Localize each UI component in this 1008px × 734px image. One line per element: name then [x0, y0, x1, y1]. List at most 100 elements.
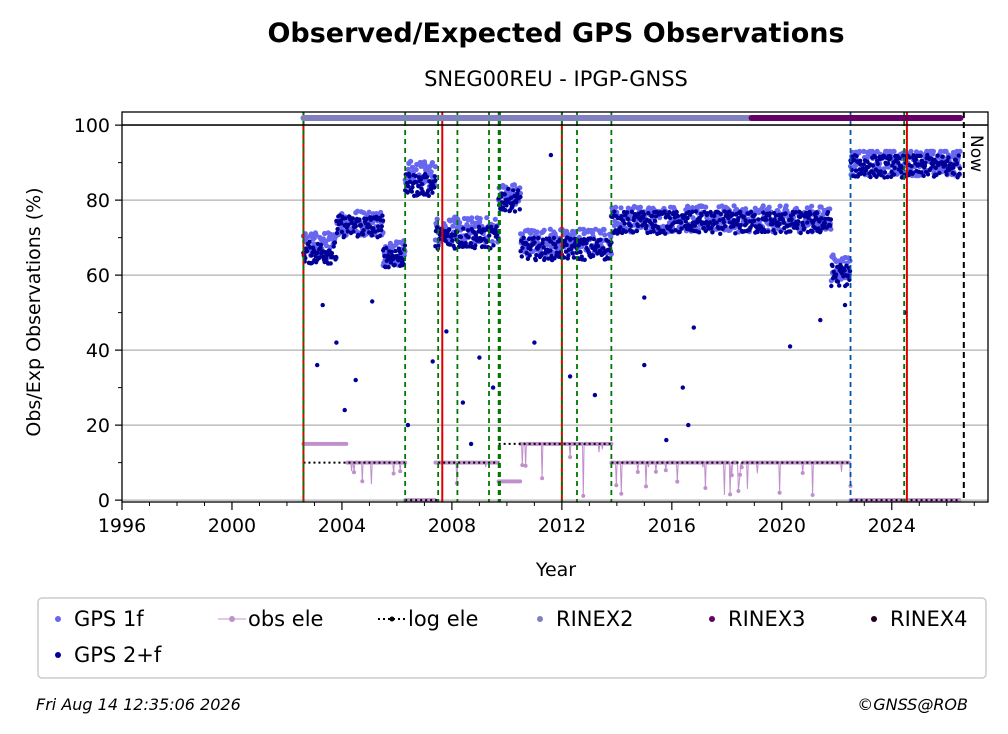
gps-point [489, 239, 495, 245]
gps-point [879, 173, 884, 178]
gps-point [539, 251, 544, 256]
gps-point [566, 253, 571, 258]
gps-point [389, 249, 394, 255]
gps-point [450, 238, 455, 243]
gps-point [808, 212, 813, 217]
gps-point [476, 224, 482, 229]
gps-point [696, 230, 702, 235]
gps-point [511, 182, 517, 188]
gps-point [473, 232, 479, 238]
gps-point [806, 215, 811, 221]
gps-point [591, 253, 596, 259]
gps-point [396, 258, 401, 263]
legend-label: RINEX3 [728, 607, 806, 631]
gps-point [346, 222, 351, 228]
gps-point [324, 253, 329, 259]
gps-point [772, 217, 777, 222]
gps-point [628, 223, 633, 228]
gps-point [637, 204, 644, 210]
gps-outlier-point [592, 392, 598, 398]
gps-point [910, 171, 915, 176]
gps-point [329, 251, 335, 256]
obs-ele-point [653, 469, 658, 474]
gps-point [602, 232, 608, 238]
gps-point [409, 189, 414, 194]
gps-point [767, 211, 772, 216]
gps-point [588, 236, 593, 241]
obs-ele-point [728, 492, 733, 497]
gps-point [770, 221, 775, 227]
legend: GPS 1f obs ele log ele RINEX2 RINEX3 RINEX4 GP… [37, 597, 987, 679]
gps-outlier-point [664, 437, 669, 443]
obs-ele-point [568, 455, 573, 460]
gps-point [663, 231, 668, 236]
obs-ele-line [611, 462, 851, 496]
gps-point [818, 204, 824, 210]
gps-point [712, 213, 717, 219]
gps-point [862, 171, 867, 177]
gps-point [957, 148, 963, 154]
obs-ele-point [360, 479, 365, 484]
gps-point [317, 255, 322, 260]
data-series [300, 148, 963, 503]
gps-point [641, 212, 647, 217]
gps-point [718, 211, 723, 217]
gps-point [930, 148, 937, 154]
gps-point [380, 213, 385, 218]
obs-ele-point [579, 441, 584, 446]
legend-item: RINEX4 [871, 607, 968, 631]
gps-outlier-point [334, 340, 339, 345]
gps-point [335, 226, 340, 232]
gps-point [318, 242, 324, 248]
gps-point [736, 216, 741, 221]
gps-point [833, 272, 839, 277]
legend-box [37, 597, 987, 679]
gps-point [892, 165, 897, 171]
gps-point [527, 253, 532, 258]
y-tick-label: 0 [98, 490, 110, 512]
gps-point [601, 227, 607, 233]
gps-point [547, 226, 553, 232]
gps-point [351, 229, 356, 234]
gps-point [452, 246, 457, 251]
gps-point [626, 217, 631, 222]
gps-point [518, 194, 523, 200]
gps-point [777, 221, 782, 227]
gps-point [473, 243, 478, 248]
gps-point [484, 239, 489, 244]
gps-point [756, 217, 761, 222]
gps-point [580, 226, 587, 232]
gps-point [714, 220, 719, 225]
gps-point [540, 240, 545, 246]
gps-point [943, 162, 948, 167]
gps-point [703, 204, 709, 210]
gps-point [393, 248, 398, 254]
gps-point [650, 213, 655, 219]
gps-point [923, 160, 928, 165]
gps-point [540, 237, 546, 242]
gps-point [956, 153, 961, 158]
gps-point [683, 219, 688, 224]
gps-point [761, 210, 766, 215]
gps-point [945, 158, 950, 163]
gps-point [511, 188, 516, 193]
gps-point [913, 157, 919, 162]
gps-point [518, 249, 523, 254]
gps-point [828, 223, 833, 228]
legend-marker [389, 616, 395, 622]
gps-outlier-point [320, 302, 325, 308]
legend-label: log ele [408, 607, 478, 631]
y-tick-label: 40 [86, 340, 110, 362]
gps-point [635, 223, 641, 229]
gps-point [334, 230, 340, 236]
gps-point [426, 193, 431, 198]
plot-area: Now [121, 111, 989, 503]
gps-point [525, 242, 530, 247]
gps-point [458, 234, 463, 240]
gps-point [432, 174, 437, 179]
gps-point [333, 254, 339, 260]
gps-point [343, 216, 348, 221]
gps-point [447, 242, 453, 247]
gps-point [413, 180, 419, 185]
gps-point [357, 217, 362, 222]
